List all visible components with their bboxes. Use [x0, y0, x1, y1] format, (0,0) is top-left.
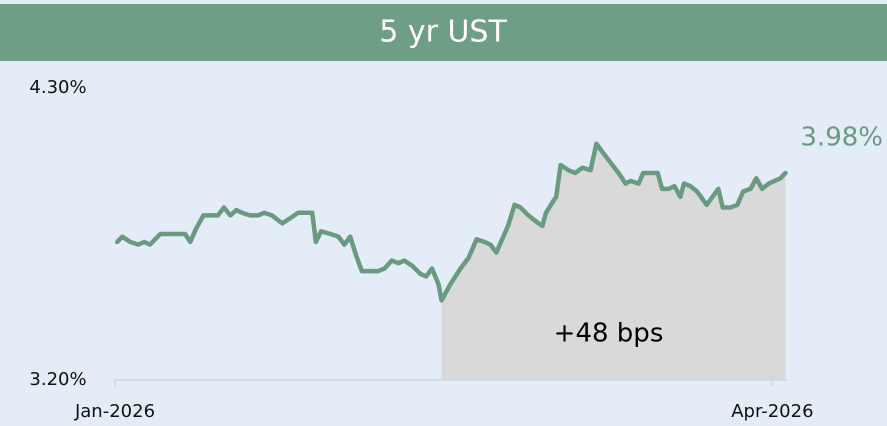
- title-bar: [0, 4, 887, 61]
- end-label: 3.98%: [800, 122, 883, 152]
- area: [441, 143, 786, 380]
- line: [114, 141, 788, 303]
- y-tick-label: 3.20%: [29, 369, 86, 390]
- chart-title: 5 yr UST: [379, 15, 507, 50]
- y-tick-label: 4.30%: [29, 77, 86, 98]
- change-label: +48 bps: [554, 319, 664, 349]
- x-tick-label: Jan-2026: [74, 401, 155, 422]
- x-tick-label: Apr-2026: [731, 401, 813, 422]
